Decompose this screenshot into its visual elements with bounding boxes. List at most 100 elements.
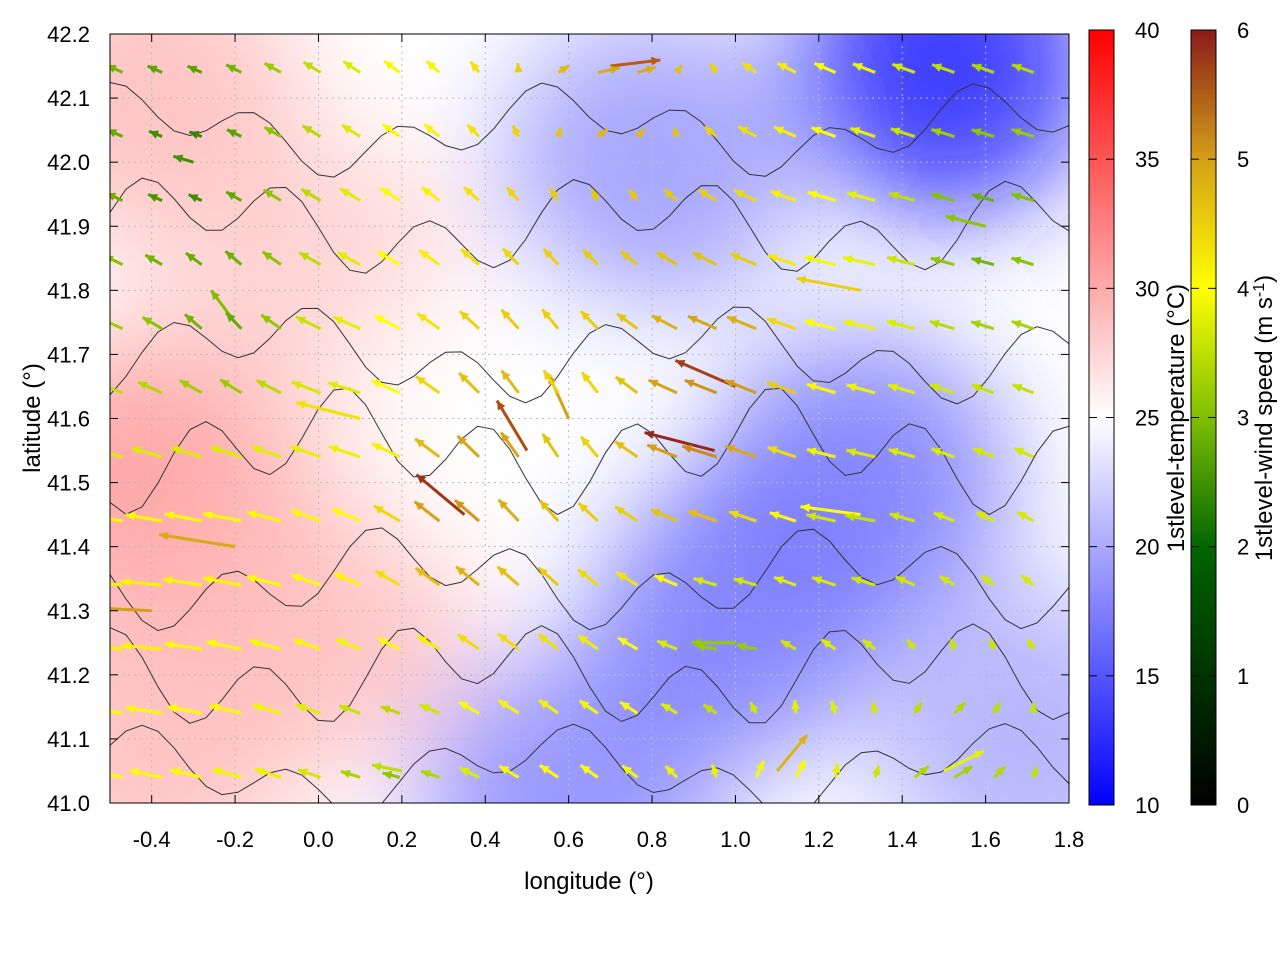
wind-vector-field-head — [203, 575, 213, 584]
wind-vector-field-head — [380, 187, 391, 197]
wind-vector-field-head — [661, 703, 672, 713]
wind-vector-field-head — [806, 447, 817, 456]
wind-vector-field-head — [796, 760, 806, 771]
wind-vector-field-head — [377, 251, 388, 260]
wind-vector-field-head — [766, 381, 777, 390]
wind-vector-field-head — [635, 129, 645, 139]
wind-vector-field-head — [929, 319, 940, 329]
wind-vector-field-head — [296, 703, 306, 712]
wind-vector-field-head — [615, 376, 626, 386]
wind-vector-head — [416, 474, 427, 484]
wind-vector-field-head — [549, 188, 559, 199]
wind-vector-field-head — [189, 130, 200, 140]
x-axis-ticks: -0.4 -0.2 0.0 0.2 0.4 0.6 0.8 1.0 1.2 1.4 1.6 1.8 — [133, 34, 1084, 852]
wind-vector — [495, 399, 529, 452]
wind-vector-field-head — [470, 61, 480, 72]
wind-vector-field-head — [931, 192, 942, 201]
wind-vector-field-head — [578, 503, 589, 513]
wind-vector-field-head — [955, 702, 966, 712]
wind-vector-field-head — [424, 124, 435, 134]
wind-vector-field-head — [845, 512, 855, 522]
wind-vector-field-head — [188, 194, 199, 203]
wind-vector-field-head — [692, 252, 703, 261]
wind-vector — [415, 473, 466, 516]
y-tick-label: 42.0 — [47, 150, 90, 175]
wind-vector-field-head — [336, 638, 347, 647]
wind-vector-field-head — [847, 191, 857, 200]
wind-vector-field-head — [733, 577, 744, 586]
colorbar-tick-label: 35 — [1135, 147, 1159, 172]
wind-vector-field-head — [615, 441, 625, 451]
y-tick-label: 42.2 — [47, 22, 90, 47]
wind-vector-field-head — [290, 445, 301, 454]
wind-vector-field-head — [843, 319, 854, 328]
y-tick-label: 42.1 — [47, 86, 90, 111]
wind-vector-field — [110, 646, 123, 651]
wind-vector-field-head — [620, 251, 631, 261]
wind-speed-colorbar-label: 1stlevel-wind speed (m s-1) — [1251, 275, 1279, 561]
wind-vector-field-head — [187, 65, 198, 74]
wind-vector-field-head — [687, 315, 698, 324]
wind-vector-field-head — [831, 763, 841, 774]
wind-vectors — [110, 56, 1039, 780]
wind-vector-field-head — [384, 61, 395, 70]
wind-vector-field — [110, 452, 123, 459]
wind-vector-field-head — [756, 760, 765, 771]
wind-vector-field-head — [264, 63, 275, 72]
wind-vector-field-head — [615, 506, 626, 516]
wind-vector-field-head — [121, 641, 131, 651]
wind-speed-colorbar: 0 1 2 3 4 5 6 1stlevel-wind speed (m s-1) — [1190, 18, 1279, 818]
wind-vector-field-head — [459, 767, 470, 776]
wind-vector-field-head — [846, 448, 857, 457]
wind-vector-field-head — [542, 309, 552, 320]
wind-vector-field-head — [1012, 383, 1023, 393]
wind-vector-field-head — [539, 500, 550, 511]
wind-vector-field-head — [226, 191, 237, 201]
y-tick-label: 41.0 — [47, 791, 90, 816]
wind-vector-field-head — [580, 310, 591, 321]
wind-vector-field-head — [919, 766, 929, 776]
wind-vector-field-head — [1012, 63, 1022, 72]
wind-vector-head — [973, 750, 984, 759]
wind-vector-field-head — [543, 370, 553, 381]
wind-vector-field-head — [110, 192, 117, 201]
wind-vector-field-head — [888, 447, 899, 457]
wind-vector-field-head — [907, 639, 917, 650]
wind-vector-field-head — [811, 126, 822, 135]
wind-vector-field-head — [226, 312, 236, 323]
colorbar-tick-label: 2 — [1237, 535, 1249, 560]
wind-vector-field-head — [1030, 766, 1039, 777]
wind-vector-field-head — [654, 575, 665, 584]
colorbar-tick-label: 15 — [1135, 664, 1159, 689]
wind-vector-field-head — [890, 127, 901, 136]
wind-vector-field-head — [750, 702, 759, 713]
wind-vector-field-head — [648, 379, 659, 388]
wind-vector-field-head — [729, 510, 740, 519]
wind-vector-field-head — [581, 436, 591, 447]
x-tick-label: -0.2 — [216, 827, 254, 852]
wind-vector-field-head — [499, 765, 510, 775]
colorbar-tick-label: 1 — [1237, 664, 1249, 689]
wind-vector-field-head — [971, 192, 982, 202]
wind-vector-field-head — [538, 567, 549, 577]
temperature-colorbar-label: 1stlevel-temperature (°C) — [1163, 284, 1190, 552]
wind-vector-field-head — [734, 190, 745, 199]
colorbar-tick-label: 5 — [1237, 147, 1249, 172]
wind-vector-field-head — [1014, 448, 1025, 457]
wind-vector-field-head — [459, 372, 469, 383]
wind-vector-field-head — [340, 769, 351, 779]
wind-vector-field-head — [262, 251, 273, 261]
wind-vector-field-head — [296, 316, 307, 325]
wind-vector-field-head — [291, 573, 302, 583]
wind-vector-field-head — [709, 63, 719, 74]
wind-vector-head — [496, 400, 506, 411]
x-axis-label: longitude (°) — [524, 868, 654, 895]
wind-vector-field-head — [931, 447, 942, 457]
wind-vector — [800, 505, 861, 517]
y-axis-label: latitude (°) — [19, 363, 46, 473]
wind-vector-field-head — [851, 576, 862, 585]
wind-vector-field-head — [502, 248, 513, 259]
wind-vector-field-head — [374, 315, 385, 324]
wind-vector-field-head — [125, 704, 136, 714]
wind-vector-field-head — [895, 576, 906, 585]
